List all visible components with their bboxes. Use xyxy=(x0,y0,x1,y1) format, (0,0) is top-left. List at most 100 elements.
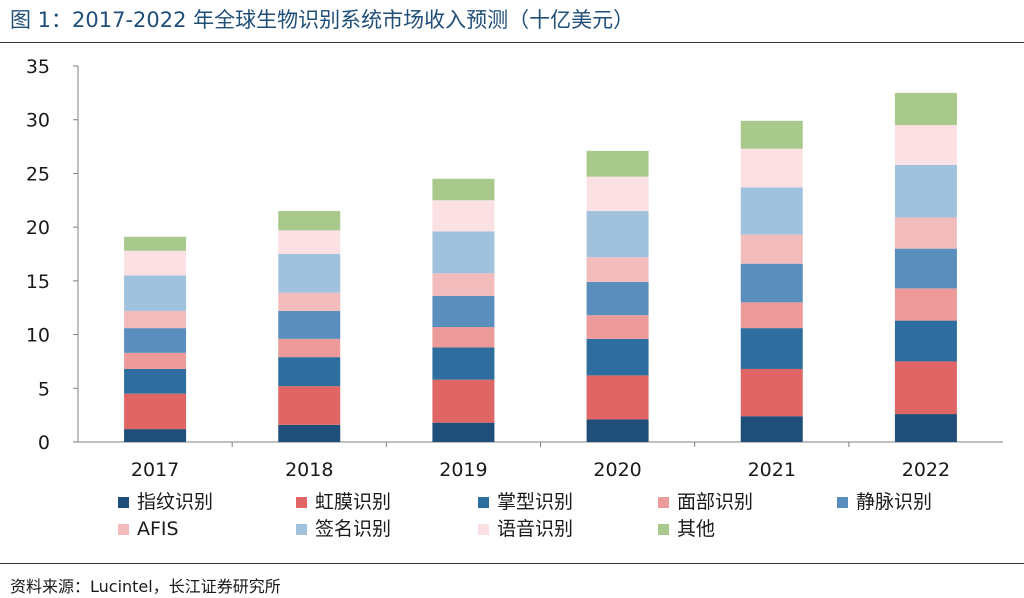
bar-segment xyxy=(740,328,803,369)
bar-segment xyxy=(586,211,649,258)
bar-segment xyxy=(586,419,649,442)
bar-segment xyxy=(894,92,957,126)
y-tick-label: 20 xyxy=(26,217,50,239)
bar-segment xyxy=(124,352,187,369)
bar-segment xyxy=(432,379,495,423)
bar-segment xyxy=(740,120,803,149)
legend-label: 指纹识别 xyxy=(137,491,213,513)
bar-segment xyxy=(586,315,649,339)
bar-segment xyxy=(278,292,341,311)
bar-stacks xyxy=(124,92,957,442)
bar-segment xyxy=(432,200,495,232)
bar-stack-2019 xyxy=(432,178,495,442)
bar-segment xyxy=(124,310,187,329)
bar-segment xyxy=(740,368,803,417)
bar-segment xyxy=(124,328,187,353)
bar-segment xyxy=(894,320,957,362)
bar-segment xyxy=(432,422,495,442)
y-axis: 0 5 10 15 20 25 30 35 xyxy=(26,56,79,454)
bar-segment xyxy=(432,273,495,296)
legend-item: 静脉识别 xyxy=(837,491,932,513)
y-tick-label: 10 xyxy=(26,325,50,347)
x-tick-label: 2022 xyxy=(902,459,950,481)
legend-swatch xyxy=(118,497,129,508)
bar-segment xyxy=(894,217,957,249)
bar-segment xyxy=(740,302,803,329)
bar-stack-2020 xyxy=(586,150,649,442)
bar-segment xyxy=(586,176,649,212)
legend-label: 掌型识别 xyxy=(497,491,573,513)
legend-swatch xyxy=(478,497,489,508)
chart-title: 图 1：2017-2022 年全球生物识别系统市场收入预测（十亿美元） xyxy=(10,8,635,32)
bar-segment xyxy=(894,248,957,289)
bar-segment xyxy=(278,338,341,358)
bar-segment xyxy=(432,231,495,274)
bar-segment xyxy=(432,295,495,328)
x-tick-label: 2020 xyxy=(593,459,641,481)
legend: 指纹识别 虹膜识别 掌型识别 面部识别 静脉识别 AFIS 签名识别 语音识别 其他 xyxy=(118,491,932,540)
y-tick-label: 25 xyxy=(26,163,50,185)
bar-segment xyxy=(278,424,341,442)
y-tick-label: 0 xyxy=(38,432,50,454)
bar-stack-2017 xyxy=(124,236,187,442)
x-tick-label: 2017 xyxy=(131,459,179,481)
legend-item: 其他 xyxy=(658,518,715,540)
legend-swatch xyxy=(658,524,669,535)
legend-item: 指纹识别 xyxy=(118,491,213,513)
bar-segment xyxy=(278,310,341,339)
bar-segment xyxy=(740,416,803,442)
legend-item: 语音识别 xyxy=(478,518,573,540)
bar-segment xyxy=(124,275,187,311)
bar-stack-2018 xyxy=(278,211,341,442)
legend-swatch xyxy=(296,497,307,508)
legend-item: 虹膜识别 xyxy=(296,491,391,513)
bar-segment xyxy=(278,386,341,425)
bar-segment xyxy=(740,148,803,188)
source-rule xyxy=(0,563,1024,564)
bar-segment xyxy=(278,211,341,231)
bar-segment xyxy=(124,429,187,442)
bar-segment xyxy=(432,178,495,201)
bar-segment xyxy=(740,263,803,303)
bar-segment xyxy=(278,230,341,254)
legend-label: 静脉识别 xyxy=(856,491,932,513)
bar-segment xyxy=(894,288,957,321)
bar-segment xyxy=(124,236,187,251)
bar-segment xyxy=(586,281,649,316)
bar-segment xyxy=(894,164,957,218)
legend-label: 虹膜识别 xyxy=(315,491,391,513)
bar-segment xyxy=(432,347,495,380)
legend-label: 签名识别 xyxy=(315,518,391,540)
bar-segment xyxy=(894,361,957,415)
source-note: 资料来源：Lucintel，长江证券研究所 xyxy=(10,577,281,596)
legend-swatch xyxy=(118,524,129,535)
legend-item: 面部识别 xyxy=(658,491,753,513)
legend-swatch xyxy=(658,497,669,508)
bar-segment xyxy=(894,414,957,442)
y-tick-label: 30 xyxy=(26,110,50,132)
bar-segment xyxy=(124,393,187,430)
legend-item: 掌型识别 xyxy=(478,491,573,513)
bar-segment xyxy=(740,234,803,264)
bar-segment xyxy=(586,150,649,177)
legend-label: 语音识别 xyxy=(497,518,573,540)
legend-swatch xyxy=(478,524,489,535)
bar-stack-2021 xyxy=(740,120,803,442)
x-tick-label: 2019 xyxy=(439,459,487,481)
bar-segment xyxy=(124,368,187,394)
title-rule xyxy=(0,42,1024,43)
bar-segment xyxy=(740,187,803,235)
y-tick-label: 15 xyxy=(26,271,50,293)
bar-segment xyxy=(278,357,341,387)
bar-segment xyxy=(894,125,957,165)
x-tick-label: 2021 xyxy=(748,459,796,481)
bar-segment xyxy=(124,250,187,276)
y-tick-label: 5 xyxy=(38,378,50,400)
bar-segment xyxy=(586,338,649,376)
legend-label: 面部识别 xyxy=(677,491,753,513)
bar-segment xyxy=(586,257,649,282)
x-axis: 2017 2018 2019 2020 2021 2022 xyxy=(78,441,1003,481)
legend-label: AFIS xyxy=(137,518,179,540)
legend-item: AFIS xyxy=(118,518,179,540)
